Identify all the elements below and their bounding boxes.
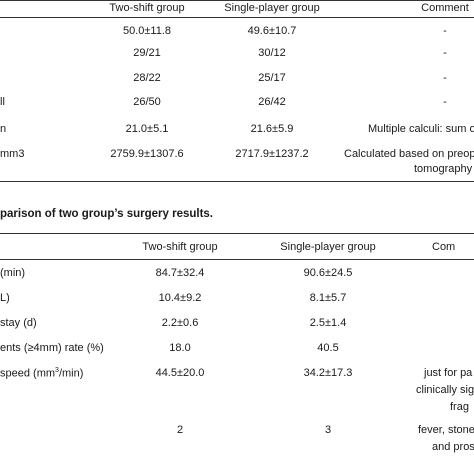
table1-cell-comment: - bbox=[443, 96, 447, 108]
table2-cell-two-shift: 2.2±0.6 bbox=[161, 317, 199, 329]
table1-header-two-shift: Two-shift group bbox=[109, 2, 185, 14]
table1-bottom-rule bbox=[0, 181, 474, 182]
table2-header-comment: Com bbox=[432, 241, 456, 253]
table1-cell-two-shift: 2759.9±1307.6 bbox=[110, 148, 184, 160]
table1-cell-comment-line2: tomography bbox=[414, 163, 473, 175]
table2-cell-comment: just for pa bbox=[424, 367, 473, 379]
table2-header-two-shift: Two-shift group bbox=[142, 241, 218, 253]
table1-cell-two-shift: 26/50 bbox=[133, 96, 161, 108]
table1-cell-two-shift: 28/22 bbox=[133, 72, 161, 84]
label-text: speed (mm bbox=[0, 367, 56, 380]
table2-cell-single: 40.5 bbox=[317, 342, 339, 354]
table1-row-label: mm3 bbox=[0, 148, 25, 160]
table1-row-label: ll bbox=[0, 96, 5, 108]
table2-row-label: stay (d) bbox=[0, 317, 37, 329]
table1-cell-single: 21.6±5.9 bbox=[250, 123, 294, 135]
table1-cell-comment: - bbox=[443, 72, 447, 84]
table1-header-comment: Comment bbox=[421, 2, 469, 14]
table2-top-rule bbox=[0, 233, 474, 234]
table2-cell-two-shift: 10.4±9.2 bbox=[158, 292, 202, 304]
table1-cell-two-shift: 50.0±11.8 bbox=[122, 25, 172, 37]
table1-header-single: Single-player group bbox=[224, 2, 320, 14]
table1-cell-comment: Calculated based on preopen bbox=[344, 148, 474, 160]
table2-cell-single: 3 bbox=[324, 424, 332, 436]
table2-cell-single: 2.5±1.4 bbox=[309, 317, 347, 329]
table2-cell-single: 90.6±24.5 bbox=[303, 267, 353, 279]
label-text: /min) bbox=[58, 367, 84, 380]
table1-cell-comment: - bbox=[443, 25, 447, 37]
table1-cell-two-shift: 21.0±5.1 bbox=[125, 123, 169, 135]
table2-cell-comment: frag bbox=[450, 401, 469, 413]
table2-cell-two-shift: 44.5±20.0 bbox=[155, 367, 205, 379]
table2-row-label: speed (mm3/min) bbox=[0, 367, 83, 380]
table2-row-label: (min) bbox=[0, 267, 26, 279]
table2-cell-comment: fever, stone bbox=[418, 424, 474, 436]
table1-cell-comment: Multiple calculi: sum o bbox=[368, 123, 474, 135]
table2-header-rule bbox=[0, 259, 474, 260]
table1-cell-comment: - bbox=[443, 47, 447, 59]
table2-header-single: Single-player group bbox=[280, 241, 376, 253]
table1-header-rule bbox=[0, 17, 474, 18]
table1-cell-single: 30/12 bbox=[258, 47, 286, 59]
table1-cell-single: 49.6±10.7 bbox=[247, 25, 297, 37]
table1-cell-two-shift: 29/21 bbox=[133, 47, 161, 59]
table1-top-rule bbox=[0, 0, 474, 1]
table2-cell-two-shift: 18.0 bbox=[169, 342, 191, 354]
table1-row-label: n bbox=[0, 123, 7, 135]
table2-row-label: ents (≥4mm) rate (%) bbox=[0, 342, 104, 354]
table2-cell-two-shift: 84.7±32.4 bbox=[155, 267, 205, 279]
table1-cell-single: 2717.9±1237.2 bbox=[235, 148, 309, 160]
table2-row-label: L) bbox=[0, 292, 10, 304]
table2-cell-comment: clinically sig bbox=[416, 384, 474, 396]
table2-caption: parison of two group’s surgery results. bbox=[0, 208, 213, 220]
table2-cell-single: 34.2±17.3 bbox=[303, 367, 353, 379]
table2-cell-comment: and pros bbox=[432, 441, 474, 453]
table1-cell-single: 25/17 bbox=[258, 72, 286, 84]
label-superscript: 3 bbox=[55, 367, 59, 374]
table2-cell-single: 8.1±5.7 bbox=[309, 292, 347, 304]
table2-cell-two-shift: 2 bbox=[176, 424, 184, 436]
table1-cell-single: 26/42 bbox=[258, 96, 286, 108]
